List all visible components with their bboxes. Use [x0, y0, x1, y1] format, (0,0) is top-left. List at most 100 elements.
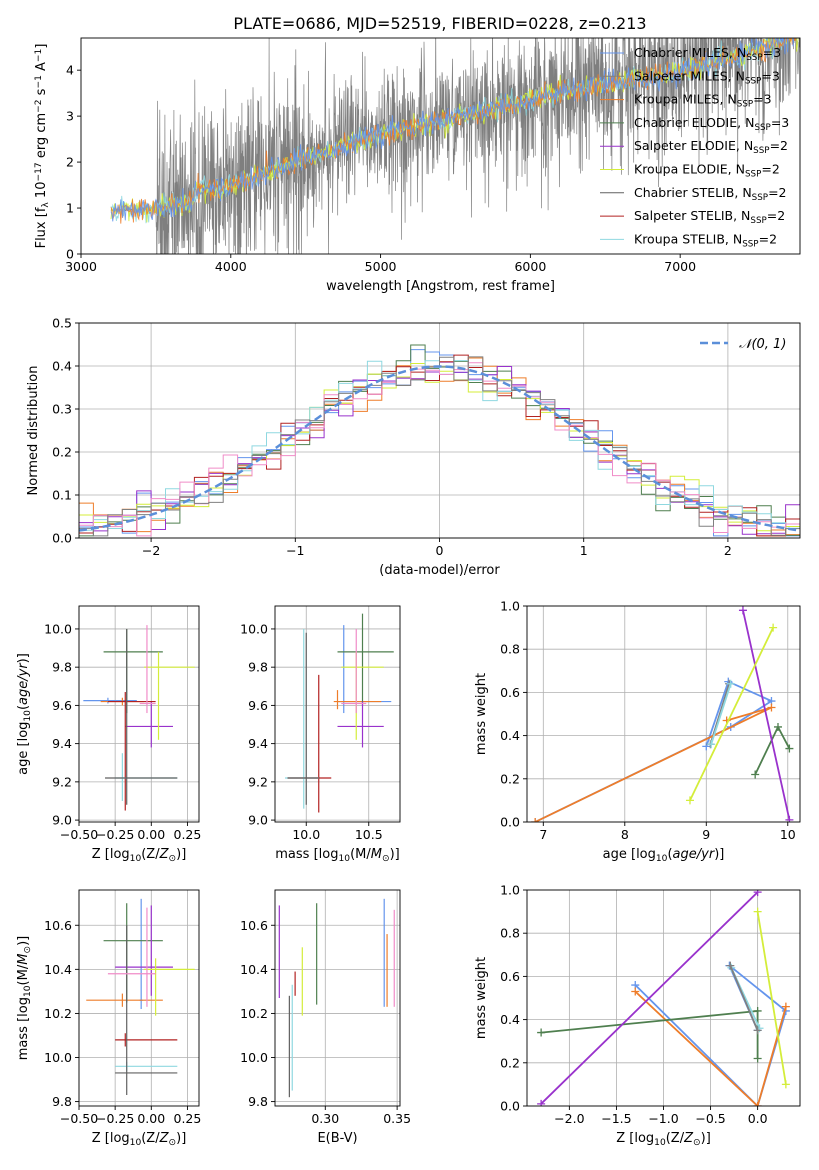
x-tick-label: 0: [436, 543, 444, 558]
x-tick-label: 2: [724, 543, 732, 558]
weight-line: [756, 911, 787, 1085]
figure-title: PLATE=0686, MJD=52519, FIBERID=0228, z=0…: [233, 14, 646, 33]
legend-label: Kroupa STELIB, NSSP=2: [634, 231, 777, 249]
weight-marker: [781, 1080, 790, 1089]
plot-area-age_vs_mass: [285, 613, 394, 813]
weight-marker: [531, 818, 540, 822]
y-tick-label: 10.0: [44, 1050, 72, 1065]
weight-marker: [751, 770, 760, 779]
weight-marker: [753, 890, 762, 897]
x-tick-label: 3000: [65, 259, 97, 274]
x-tick-label: 8: [621, 827, 629, 842]
y-tick-label: 0.0: [500, 815, 520, 830]
x-tick-label: 10: [780, 827, 796, 842]
y-tick-label: 0.1: [52, 488, 72, 503]
y-tick-label: 0.2: [500, 771, 520, 786]
legend-label: Kroupa ELODIE, NSSP=2: [634, 162, 780, 180]
y-tick-label: 10.0: [240, 1050, 268, 1065]
axes-frame: [78, 889, 200, 1107]
y-tick-label: 9.0: [248, 813, 268, 828]
weight-marker: [773, 722, 782, 731]
legend-label: Salpeter STELIB, NSSP=2: [634, 208, 785, 226]
y-tick-label: 0.4: [500, 1012, 520, 1027]
weight-marker: [781, 1002, 790, 1011]
y-tick-label: 0.4: [500, 728, 520, 743]
x-tick-label: −0.5: [695, 1111, 725, 1126]
y-tick-label: 1: [66, 201, 74, 216]
plot-age_vs_Z: −0.50−0.25 0.00 0.25 9.0 9.2 9.4 9.6 9.8 10.0 Z […: [16, 605, 201, 864]
y-tick-label: 0.5: [52, 316, 72, 331]
axes-frame: [526, 605, 801, 823]
y-tick-label: 9.8: [248, 660, 268, 675]
legend-label: Chabrier ELODIE, NSSP=3: [634, 115, 789, 133]
y-tick-label: 9.8: [52, 660, 72, 675]
weight-marker: [785, 815, 794, 822]
plot-residuals: −2 −1 0 1 2 0.0 0.1 0.2 0.3 0.4 0.5 (data-model)/er…: [26, 316, 801, 578]
y-tick-label: 9.4: [52, 736, 72, 751]
x-tick-label: −2.0: [554, 1111, 584, 1126]
weight-marker: [685, 796, 694, 805]
y-tick-label: 1.0: [500, 883, 520, 898]
plot-weight_vs_age: 7 8 9 10 0.0 0.2 0.4 0.6 0.8 1.0 age [log10(age/yr…: [474, 599, 801, 864]
y-axis-label: Normed distribution: [26, 366, 41, 496]
y-axis-label: Flux [fλ 10−17 erg cm−2 s−1 A−1]: [34, 44, 51, 249]
weight-line: [729, 965, 759, 1031]
weight-marker: [767, 703, 776, 712]
plot-weight_vs_Z: −2.0 −1.5 −1.0 −0.5 0.0 0.0 0.2 0.4 0.6 0.8 1.0 Z […: [474, 883, 801, 1148]
weight-line: [742, 610, 791, 820]
spectrum-legend: Chabrier MILES, NSSP=3 Salpeter MILES, NS…: [600, 45, 789, 249]
x-tick-label: 6000: [514, 259, 546, 274]
y-tick-label: 0.6: [500, 969, 520, 984]
y-tick-label: 10.4: [44, 962, 72, 977]
x-tick-label: 0.00: [137, 1111, 165, 1126]
legend-label: Salpeter ELODIE, NSSP=2: [634, 138, 788, 156]
plot-spectrum: 3000 4000 5000 6000 7000 0 1 2 3 4 wavelength [Ang…: [34, 37, 801, 294]
x-tick-label: 0.35: [383, 1111, 411, 1126]
y-tick-label: 10.6: [44, 918, 72, 933]
y-tick-label: 10.4: [240, 962, 268, 977]
y-tick-label: 9.8: [248, 1094, 268, 1109]
normal-curve: [79, 365, 798, 532]
plot-area-weight_vs_age: [531, 606, 794, 822]
x-tick-label: −0.25: [96, 1111, 134, 1126]
plot-area-mass_vs_ebv: [278, 898, 395, 1098]
x-tick-label: −1: [286, 543, 304, 558]
residual-histogram: [79, 356, 800, 537]
y-tick-label: 9.2: [248, 774, 268, 789]
residual-histogram: [79, 349, 800, 537]
weight-marker: [726, 679, 735, 688]
x-tick-label: 0.25: [174, 1111, 202, 1126]
plot-mass_vs_Z: −0.50−0.25 0.00 0.25 9.8 10.0 10.2 10.4 10.6 Z […: [16, 889, 202, 1148]
weight-marker: [753, 907, 762, 916]
x-tick-label: 0.00: [137, 827, 165, 842]
y-tick-label: 0.3: [52, 402, 72, 417]
x-tick-label: 0.0: [748, 1111, 768, 1126]
x-axis-label: mass [log10(M/M⊙)]: [275, 847, 399, 864]
y-tick-label: 9.4: [248, 736, 268, 751]
y-tick-label: 0.0: [500, 1099, 520, 1114]
x-tick-label: 1: [580, 543, 588, 558]
x-tick-label: 7000: [664, 259, 696, 274]
x-axis-label: E(B-V): [317, 1131, 357, 1146]
y-tick-label: 0.8: [500, 926, 520, 941]
weight-marker: [631, 987, 640, 996]
weight-marker: [738, 606, 747, 615]
y-tick-label: 0.0: [52, 531, 72, 546]
weight-line: [710, 683, 732, 745]
weight-line: [540, 891, 759, 1105]
x-tick-label: 5000: [365, 259, 397, 274]
x-tick-label: 7: [539, 827, 547, 842]
y-tick-label: 10.2: [240, 1006, 268, 1021]
plot-area-mass_vs_Z: [86, 898, 195, 1095]
x-axis-label: Z [log10(Z/Z⊙)]: [92, 1131, 187, 1148]
x-axis-label: (data-model)/error: [379, 563, 500, 578]
weight-marker: [537, 1099, 546, 1106]
y-tick-label: 9.6: [52, 698, 72, 713]
y-tick-label: 0.6: [500, 685, 520, 700]
y-axis-label: age [log10(age/yr)]: [16, 653, 33, 775]
x-tick-label: −0.50: [60, 827, 98, 842]
legend-label: Chabrier STELIB, NSSP=2: [634, 185, 787, 203]
x-axis-label: Z [log10(Z/Z⊙)]: [92, 847, 187, 864]
x-tick-label: 0.30: [311, 1111, 339, 1126]
